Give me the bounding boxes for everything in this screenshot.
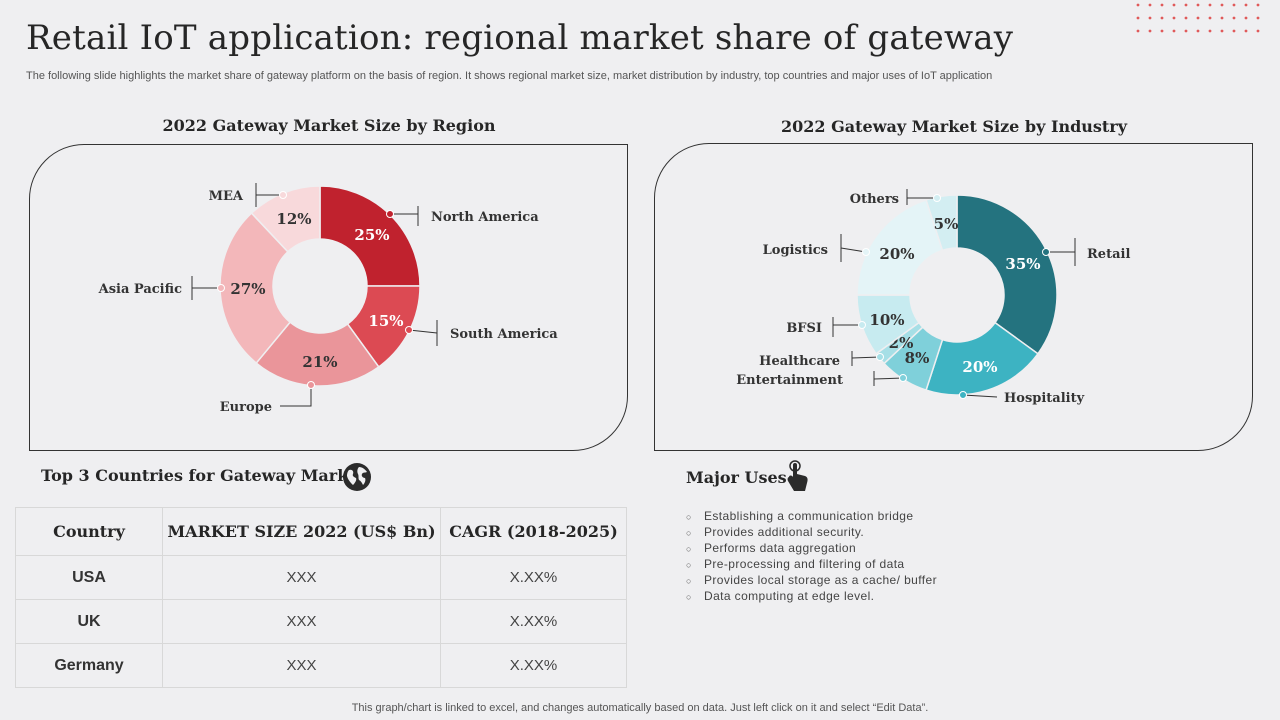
leader-dot: [279, 191, 287, 199]
category-label: South America: [450, 327, 558, 342]
leader-line: [873, 377, 904, 380]
leader-line: [851, 356, 881, 359]
countries-table: Country MARKET SIZE 2022 (US$ Bn) CAGR (…: [15, 507, 627, 688]
slice-value-label: 21%: [302, 353, 337, 371]
industry-chart-title: 2022 Gateway Market Size by Industry: [780, 117, 1128, 136]
page-title: Retail IoT application: regional market …: [26, 18, 1014, 58]
leader-line: [280, 385, 312, 407]
country-cell: UK: [15, 599, 163, 644]
table-header-row: Country MARKET SIZE 2022 (US$ Bn) CAGR (…: [15, 507, 627, 556]
donut-slice-hospitality: [925, 321, 1039, 396]
major-uses-title: Major Uses: [686, 468, 787, 487]
list-item: Provides local storage as a cache/ buffe…: [686, 572, 937, 588]
leader-dot: [876, 353, 884, 361]
donut-slice-logistics: [856, 198, 944, 296]
market-size-cell: XXX: [162, 599, 441, 644]
country-cell: USA: [15, 555, 163, 600]
slice-value-label: 25%: [354, 226, 389, 244]
table-row: Germany XXX X.XX%: [15, 643, 627, 688]
leader-dot: [933, 194, 941, 202]
donut-slice-europe: [255, 321, 380, 387]
slice-value-label: 27%: [230, 280, 265, 298]
leader-dot: [386, 210, 394, 218]
major-uses-list: Establishing a communication bridge Prov…: [686, 508, 937, 604]
category-label: Healthcare: [759, 354, 840, 369]
market-size-cell: XXX: [162, 555, 441, 600]
leader-line: [408, 329, 438, 334]
list-item: Establishing a communication bridge: [686, 508, 937, 524]
header-cagr: CAGR (2018-2025): [440, 507, 627, 556]
list-item: Pre-processing and filtering of data: [686, 556, 937, 572]
industry-chart-frame: [654, 143, 1253, 451]
cagr-cell: X.XX%: [440, 643, 627, 688]
slice-value-label: 10%: [869, 311, 904, 329]
slice-value-label: 20%: [962, 358, 997, 376]
slice-value-label: 20%: [879, 245, 914, 263]
footer-note: This graph/chart is linked to excel, and…: [351, 702, 929, 714]
category-label: Europe: [220, 400, 272, 415]
leader-dot: [862, 248, 870, 256]
decorative-dots: [1136, 3, 1260, 33]
market-size-cell: XXX: [162, 643, 441, 688]
leader-dot: [1042, 248, 1050, 256]
leader-line: [840, 247, 867, 253]
category-label: BFSI: [786, 321, 822, 336]
leader-dot: [307, 381, 315, 389]
list-item: Performs data aggregation: [686, 540, 937, 556]
region-chart-title: 2022 Gateway Market Size by Region: [162, 116, 496, 135]
header-market-size: MARKET SIZE 2022 (US$ Bn): [162, 507, 441, 556]
table-row: UK XXX X.XX%: [15, 599, 627, 644]
leader-dot: [217, 284, 225, 292]
leader-dot: [899, 374, 907, 382]
leader-dot: [858, 321, 866, 329]
slice-value-label: 35%: [1005, 255, 1040, 273]
region-chart-frame: [29, 144, 628, 451]
slice-value-label: 5%: [934, 215, 959, 233]
list-item: Data computing at edge level.: [686, 588, 937, 604]
hand-pointer-icon: [787, 460, 808, 491]
list-item: Provides additional security.: [686, 524, 937, 540]
leader-dot: [405, 326, 413, 334]
slice-value-label: 15%: [368, 312, 403, 330]
category-label: Logistics: [763, 243, 828, 258]
category-label: Hospitality: [1004, 391, 1085, 406]
slice-value-label: 8%: [905, 349, 930, 367]
globe-icon: [343, 463, 371, 491]
country-cell: Germany: [15, 643, 163, 688]
donut-slice-mea: [250, 185, 321, 253]
cagr-cell: X.XX%: [440, 599, 627, 644]
leader-dot: [959, 391, 967, 399]
donut-slice-north-america: [319, 185, 421, 287]
category-label: MEA: [209, 189, 244, 204]
leader-line: [962, 394, 998, 398]
category-label: Asia Pacific: [98, 282, 182, 297]
category-label: North America: [431, 210, 539, 225]
table-row: USA XXX X.XX%: [15, 555, 627, 600]
category-label: Entertainment: [736, 373, 843, 388]
donut-slice-asia-pacific: [219, 212, 292, 365]
slice-value-label: 12%: [276, 210, 311, 228]
countries-section-title: Top 3 Countries for Gateway Market: [41, 466, 366, 485]
category-label: Others: [850, 192, 899, 207]
header-country: Country: [15, 507, 163, 556]
category-label: Retail: [1087, 247, 1130, 262]
donut-slice-retail: [956, 194, 1058, 355]
cagr-cell: X.XX%: [440, 555, 627, 600]
page-subtitle: The following slide highlights the marke…: [26, 70, 993, 82]
